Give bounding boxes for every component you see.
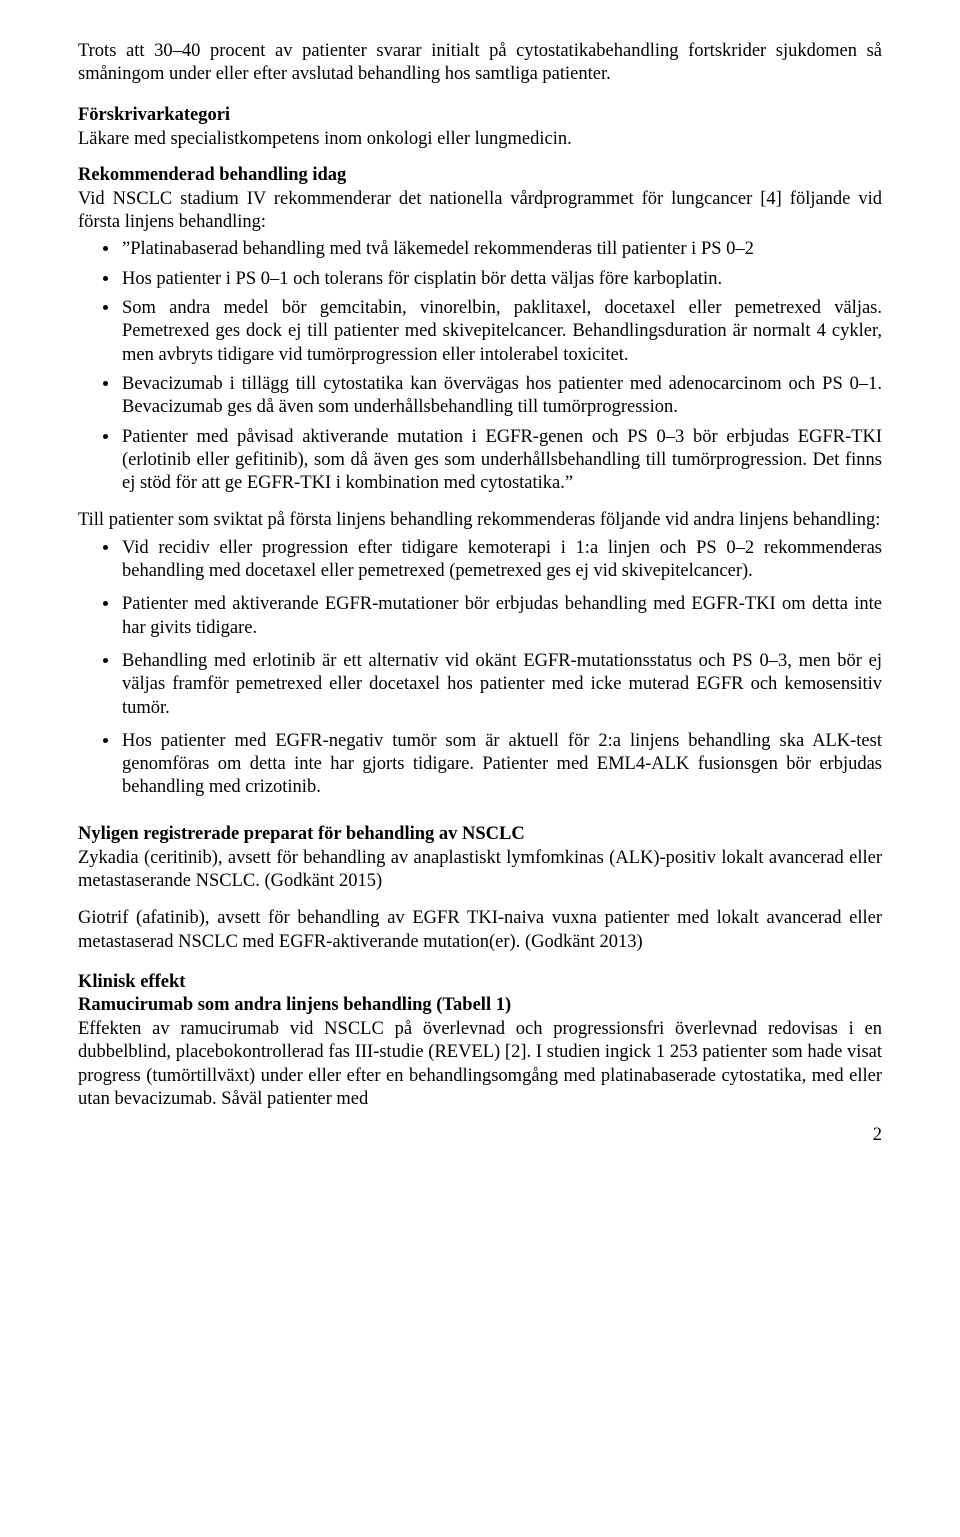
list-item: Hos patienter i PS 0–1 och tolerans för … [120,268,882,291]
section1-body: Läkare med specialistkompetens inom onko… [78,128,882,151]
list-item: Hos patienter med EGFR-negativ tumör som… [120,730,882,800]
list-item: ”Platinabaserad behandling med två läkem… [120,238,882,261]
section3-heading: Nyligen registrerade preparat för behand… [78,824,882,845]
section4-heading: Klinisk effekt [78,972,882,993]
list-item: Patienter med påvisad aktiverande mutati… [120,426,882,496]
document-page: Trots att 30–40 procent av patienter sva… [0,0,960,1176]
section4-body: Effekten av ramucirumab vid NSCLC på öve… [78,1018,882,1111]
section2-heading: Rekommenderad behandling idag [78,165,882,186]
section3-para2: Giotrif (afatinib), avsett för behandlin… [78,907,882,954]
section2-bullet-list-1: ”Platinabaserad behandling med två läkem… [78,238,882,495]
list-item: Bevacizumab i tillägg till cytostatika k… [120,373,882,420]
section4-subheading: Ramucirumab som andra linjens behandling… [78,995,882,1016]
list-item: Behandling med erlotinib är ett alternat… [120,650,882,720]
section1-heading: Förskrivarkategori [78,105,882,126]
intro-paragraph: Trots att 30–40 procent av patienter sva… [78,40,882,87]
page-number: 2 [78,1125,882,1146]
section2-mid: Till patienter som sviktat på första lin… [78,509,882,532]
section2-lead: Vid NSCLC stadium IV rekommenderar det n… [78,188,882,235]
list-item: Som andra medel bör gemcitabin, vinorelb… [120,297,882,367]
section3-para1: Zykadia (ceritinib), avsett för behandli… [78,847,882,894]
section2-bullet-list-2: Vid recidiv eller progression efter tidi… [78,537,882,800]
list-item: Patienter med aktiverande EGFR-mutatione… [120,593,882,640]
list-item: Vid recidiv eller progression efter tidi… [120,537,882,584]
